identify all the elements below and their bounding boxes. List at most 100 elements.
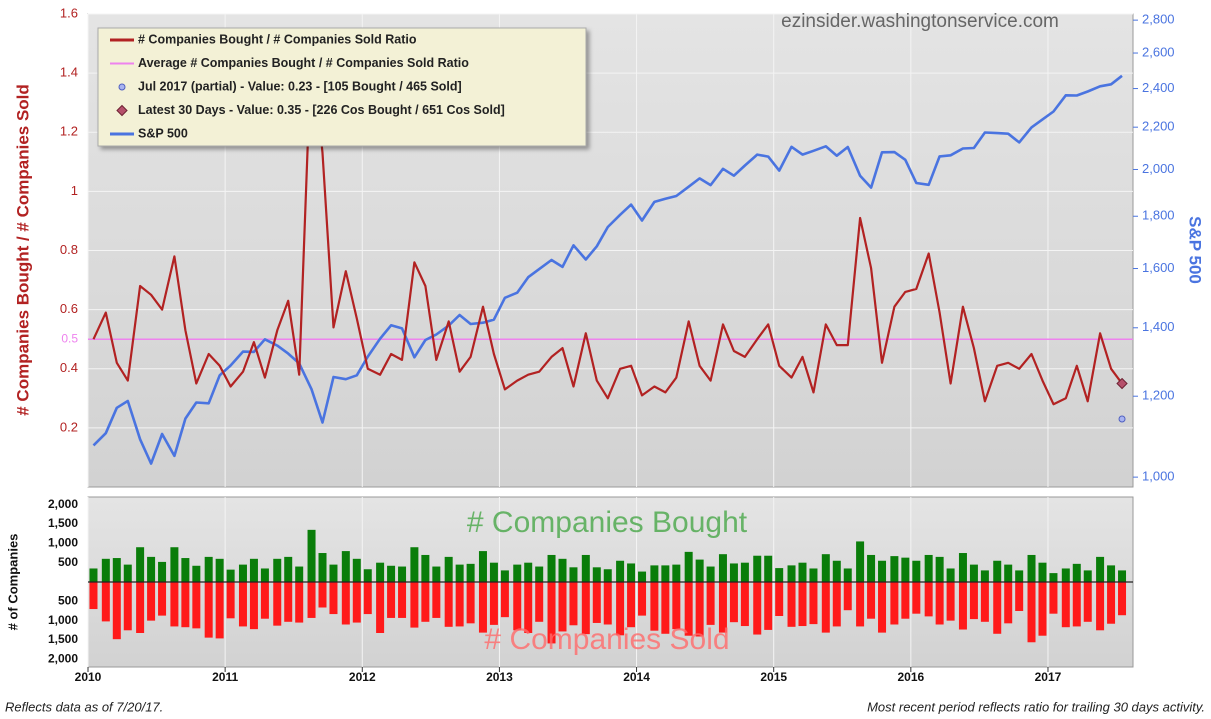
- bar: [867, 582, 876, 619]
- bar: [809, 568, 818, 582]
- bar: [1004, 582, 1013, 624]
- bar: [1107, 565, 1116, 582]
- bar: [489, 582, 498, 625]
- bar: [329, 564, 338, 582]
- bar: [1072, 582, 1081, 627]
- y-tick-label: 1,500: [48, 516, 78, 530]
- bar: [215, 582, 224, 639]
- y-tick-label: 0.2: [60, 419, 78, 434]
- bar: [432, 582, 441, 618]
- y-tick-label: 1,000: [48, 613, 78, 627]
- bar: [513, 582, 522, 631]
- bar: [478, 582, 487, 633]
- bar: [341, 582, 350, 625]
- bar: [616, 582, 625, 636]
- point-marker: [1118, 415, 1126, 423]
- bar: [489, 562, 498, 582]
- bar: [843, 568, 852, 582]
- bought-label: # Companies Bought: [467, 506, 748, 539]
- bar: [856, 582, 865, 627]
- bar: [112, 582, 121, 640]
- lines: [88, 42, 1133, 465]
- bar: [775, 582, 784, 616]
- bar: [1004, 564, 1013, 582]
- bar: [1118, 570, 1127, 582]
- bar: [650, 565, 659, 582]
- bar: [946, 568, 955, 582]
- bar: [912, 560, 921, 582]
- watermark: ezinsider.washingtonservice.com: [781, 11, 1059, 32]
- bar: [787, 582, 796, 627]
- bar: [706, 566, 715, 582]
- bar: [878, 560, 887, 582]
- bar: [924, 582, 933, 617]
- y-axis-label: # Companies Bought / # Companies Sold: [13, 84, 32, 416]
- bar: [204, 556, 213, 582]
- bar: [878, 582, 887, 633]
- bar: [729, 582, 738, 623]
- y-tick-label: 1.2: [60, 124, 78, 139]
- bar: [1015, 582, 1024, 611]
- bar: [1049, 582, 1058, 614]
- bar: [1038, 582, 1047, 636]
- y-tick-label: 1.4: [60, 65, 78, 80]
- y2-tick-label: 1,000: [1142, 469, 1175, 484]
- bar: [1049, 573, 1058, 582]
- bar: [363, 569, 372, 582]
- bar: [147, 582, 156, 621]
- bar: [798, 562, 807, 582]
- bar: [638, 571, 647, 582]
- bar: [569, 567, 578, 582]
- bar: [1027, 582, 1036, 643]
- bar: [581, 554, 590, 582]
- legend-label: # Companies Bought / # Companies Sold Ra…: [138, 32, 417, 46]
- bar: [856, 541, 865, 582]
- bar: [775, 568, 784, 582]
- bar: [273, 558, 282, 582]
- y2-tick-label: 2,800: [1142, 12, 1175, 27]
- bar: [376, 562, 385, 582]
- bar: [924, 554, 933, 582]
- bar: [1083, 570, 1092, 582]
- bar: [867, 554, 876, 582]
- bar: [718, 554, 727, 582]
- x-tick-label: 2010: [75, 670, 102, 684]
- bar: [616, 560, 625, 582]
- bottom-y-axis-label: # of Companies: [5, 534, 20, 631]
- bar: [592, 567, 601, 582]
- bar: [204, 582, 213, 638]
- bar: [740, 562, 749, 582]
- x-tick-label: 2014: [623, 670, 650, 684]
- y-tick-label: 500: [58, 555, 78, 569]
- bar: [101, 558, 110, 582]
- bar: [432, 566, 441, 582]
- bar: [832, 560, 841, 582]
- bar: [935, 582, 944, 625]
- bar: [695, 559, 704, 582]
- bar: [284, 556, 293, 582]
- bar: [1072, 563, 1081, 582]
- bar: [592, 582, 601, 623]
- legend-label: S&P 500: [138, 126, 188, 140]
- bar: [935, 556, 944, 582]
- bar: [398, 566, 407, 582]
- bar: [524, 562, 533, 582]
- bar: [307, 529, 316, 582]
- bar: [684, 582, 693, 636]
- y-tick-label: 1.6: [60, 5, 78, 20]
- bar: [1096, 582, 1105, 631]
- bar: [912, 582, 921, 614]
- bar: [627, 563, 636, 582]
- bar: [809, 582, 818, 625]
- bar: [969, 582, 978, 620]
- bar: [1083, 582, 1092, 622]
- bar: [958, 582, 967, 630]
- bar: [89, 568, 98, 582]
- bar: [1015, 570, 1024, 582]
- bar: [1038, 562, 1047, 582]
- legend-swatch: [116, 104, 128, 117]
- bar: [215, 558, 224, 582]
- y2-tick-label: 1,600: [1142, 260, 1175, 275]
- bar: [192, 582, 201, 629]
